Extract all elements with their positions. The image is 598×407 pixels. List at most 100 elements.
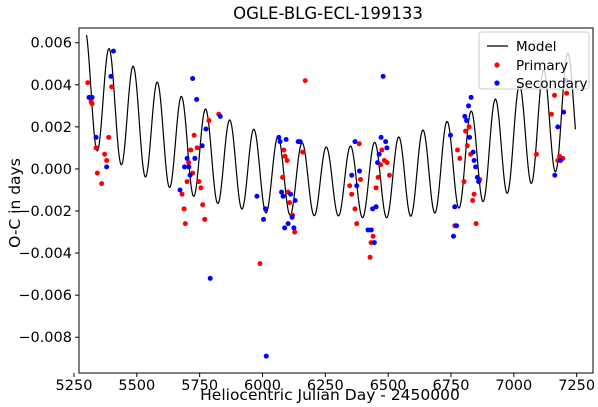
secondary-point	[375, 160, 381, 166]
secondary-point	[476, 179, 482, 185]
x-tick-label: 6000	[244, 378, 281, 394]
primary-point	[206, 118, 212, 124]
x-tick-label: 6750	[433, 378, 470, 394]
y-tick-label: −0.002	[18, 204, 72, 220]
chart-title: OGLE-BLG-ECL-199133	[233, 4, 423, 23]
secondary-point	[357, 168, 362, 174]
secondary-point	[561, 109, 567, 115]
secondary-point	[108, 73, 114, 79]
primary-point	[457, 155, 463, 161]
primary-point	[109, 84, 115, 90]
x-axis-label: Heliocentric Julian Day - 2450000	[200, 386, 460, 404]
secondary-point	[199, 143, 205, 149]
primary-point	[181, 206, 187, 212]
primary-point	[464, 143, 470, 149]
secondary-point	[207, 275, 213, 281]
primary-point	[93, 145, 99, 151]
primary-point	[186, 160, 192, 166]
primary-point	[533, 151, 539, 157]
primary-point	[194, 145, 200, 151]
primary-point	[347, 183, 353, 189]
secondary-point	[263, 206, 268, 212]
primary-point	[552, 92, 558, 98]
y-tick-label: 0.004	[30, 78, 72, 94]
secondary-point	[260, 216, 266, 222]
primary-point	[198, 185, 204, 191]
primary-point	[466, 124, 472, 130]
legend-label-primary: Primary	[516, 58, 568, 74]
secondary-point	[276, 134, 282, 140]
secondary-point	[283, 136, 289, 142]
secondary-point	[380, 73, 386, 79]
secondary-point	[378, 134, 384, 140]
secondary-point	[467, 134, 473, 140]
primary-point	[94, 170, 100, 176]
primary-point	[184, 179, 190, 185]
primary-point	[196, 179, 202, 185]
y-axis-label: O-C in days	[6, 158, 24, 248]
primary-point	[300, 149, 306, 155]
secondary-point	[104, 164, 110, 170]
model-curve	[85, 34, 577, 219]
secondary-point	[373, 204, 379, 210]
primary-point	[200, 202, 206, 208]
primary-point	[379, 147, 385, 153]
secondary-point	[187, 172, 193, 178]
primary-point	[352, 206, 358, 212]
primary-point	[102, 151, 108, 157]
secondary-point	[291, 225, 297, 231]
x-tick-label: 7000	[495, 378, 532, 394]
x-tick-label: 7250	[558, 378, 595, 394]
y-tick-label: 0.000	[30, 162, 72, 178]
primary-point	[106, 134, 112, 140]
secondary-point	[263, 353, 269, 359]
primary-point	[461, 179, 467, 185]
primary-point	[455, 147, 461, 153]
secondary-point	[182, 164, 188, 170]
secondary-point	[462, 113, 468, 119]
secondary-point	[473, 164, 479, 170]
secondary-point	[384, 145, 390, 151]
secondary-point	[292, 198, 298, 203]
secondary-point	[354, 183, 360, 189]
secondary-point	[254, 193, 260, 199]
secondary-point	[349, 172, 355, 178]
secondary-point	[289, 214, 295, 220]
secondary-point	[452, 204, 458, 210]
primary-point	[463, 128, 469, 134]
primary-point	[257, 261, 263, 267]
primary-point	[182, 221, 188, 227]
secondary-point	[190, 75, 196, 81]
primary-point	[367, 254, 373, 260]
data-points	[85, 48, 570, 359]
secondary-point	[192, 155, 198, 161]
primary-point	[354, 221, 360, 227]
secondary-point	[110, 48, 116, 54]
primary-point	[349, 191, 355, 197]
model-layer	[85, 34, 577, 219]
primary-point	[85, 80, 91, 86]
primary-point	[281, 147, 287, 153]
secondary-point	[454, 223, 460, 229]
primary-point	[188, 147, 194, 153]
secondary-point	[464, 118, 470, 124]
primary-point	[99, 181, 105, 187]
primary-point	[549, 111, 555, 117]
secondary-point	[280, 193, 286, 199]
primary-point	[358, 176, 364, 182]
primary-point	[471, 191, 477, 197]
primary-point	[292, 229, 298, 235]
secondary-point	[470, 149, 476, 155]
secondary-point	[368, 227, 374, 233]
primary-point	[104, 158, 110, 164]
primary-point	[282, 153, 288, 159]
secondary-point	[184, 155, 190, 161]
primary-point	[386, 172, 392, 178]
primary-point	[470, 198, 476, 203]
secondary-point	[383, 139, 389, 145]
secondary-point	[371, 240, 377, 246]
plot-frame	[78, 27, 594, 374]
primary-point	[375, 174, 381, 180]
